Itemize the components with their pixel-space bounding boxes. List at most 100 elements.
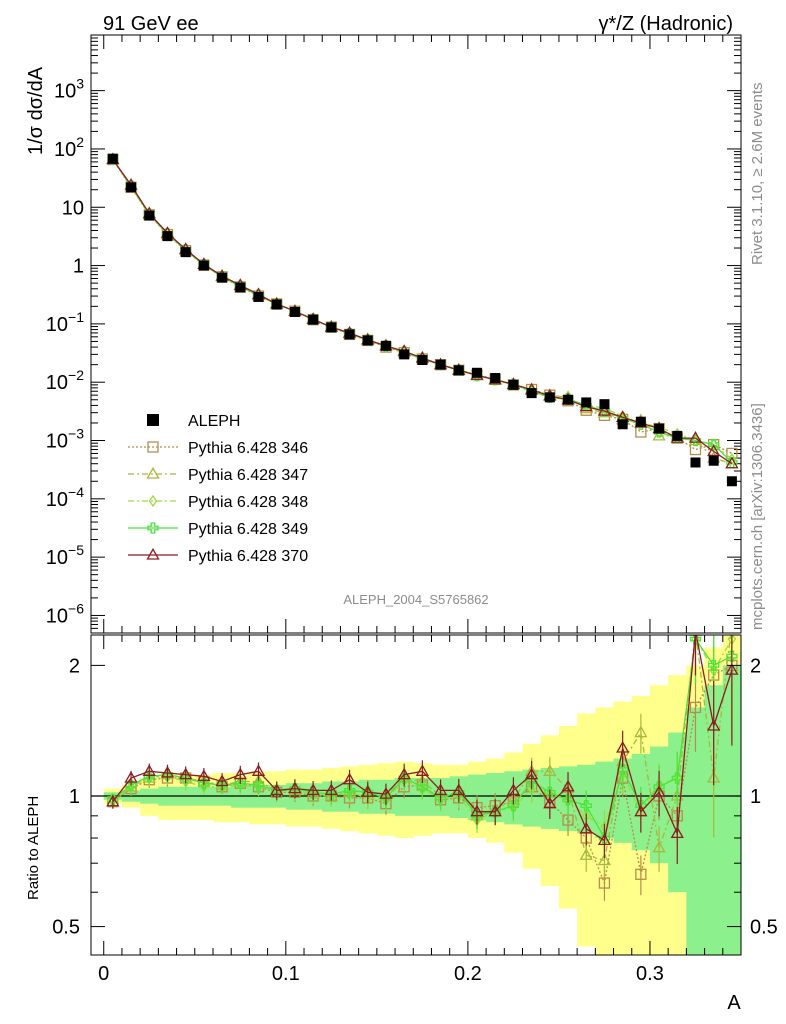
ratio-point: [635, 868, 647, 880]
legend-item: Pythia 6.428 348: [128, 494, 308, 511]
ratio-point: [707, 718, 721, 731]
ratio-point: [233, 767, 247, 780]
ratio-point: [617, 764, 629, 776]
ratio-line: [112, 637, 733, 840]
ratio-point: [597, 853, 612, 866]
ratio-point: [634, 804, 648, 817]
ratio-point: [689, 701, 702, 714]
data-point: [672, 430, 683, 441]
y-tick-label: 1: [73, 256, 84, 278]
main-frame: [90, 34, 742, 634]
data-point: [708, 455, 719, 466]
ratio-point: [561, 779, 575, 792]
y-tick-label: 10−5: [46, 542, 84, 569]
data-point: [289, 306, 300, 317]
ratio-point: [106, 794, 120, 807]
data-point: [597, 403, 612, 416]
y-tick-label: 102: [54, 134, 84, 161]
ratio-point: [216, 779, 228, 791]
ratio-series-4: [106, 635, 739, 864]
ratio-plot-area: [91, 635, 741, 901]
main-plot-panel: 1/σ dσ/dA 10−6 10−5 10−4 10−3 10−2 10−1 1 10 102…: [25, 34, 742, 634]
ratio-point: [543, 796, 557, 809]
x-tick-label: 0.3: [636, 963, 664, 985]
data-point: [690, 457, 701, 468]
data-point: [107, 153, 118, 164]
ratio-point: [306, 783, 320, 796]
data-point: [235, 282, 246, 293]
data-point: [198, 260, 209, 271]
legend-marker: [146, 466, 160, 479]
analysis-id-label: ALEPH_2004_S5765862: [343, 592, 488, 607]
ratio-point: [197, 769, 211, 781]
data-point: [707, 444, 721, 457]
data-point: [180, 247, 191, 258]
main-y-ticks: 10−6 10−5 10−4 10−3 10−2 10−1 1 10 102 103: [46, 34, 741, 634]
ratio-line: [112, 637, 733, 828]
ratio-point: [288, 781, 302, 794]
y-tick-label: 10−1: [46, 309, 84, 336]
x-tick-label: 0.1: [272, 963, 300, 985]
legend-label: Pythia 6.428 370: [188, 548, 308, 565]
ratio-point: [671, 772, 683, 784]
legend-item: ALEPH: [147, 413, 240, 430]
ratio-point: [506, 783, 521, 796]
header-left-title: 91 GeV ee: [103, 13, 199, 35]
legend-label: Pythia 6.428 349: [188, 521, 308, 538]
ratio-y-tick-label: 0.5: [52, 917, 80, 939]
data-point: [617, 419, 628, 430]
ratio-point: [726, 650, 738, 662]
data-point: [563, 394, 574, 405]
y-tick-label: 10−6: [46, 600, 84, 627]
legend-marker: [146, 547, 160, 560]
ratio-y-tick-label: 1: [69, 786, 80, 808]
data-point: [217, 272, 228, 283]
data-point: [652, 428, 666, 441]
ratio-point: [234, 777, 246, 789]
legend-item: Pythia 6.428 349: [128, 521, 308, 538]
ratio-point: [597, 833, 612, 846]
data-point: [253, 291, 264, 302]
ratio-point: [397, 767, 411, 780]
ratio-point: [562, 794, 574, 806]
x-tick-label: 0: [98, 963, 109, 985]
uncertainty-band-inner: [686, 707, 706, 955]
data-point: [435, 359, 446, 370]
uncertainty-band-inner: [722, 665, 741, 955]
data-point: [688, 431, 703, 443]
ratio-point: [670, 826, 684, 839]
ratio-point: [124, 770, 138, 783]
ratio-point: [179, 767, 193, 780]
series-line: [112, 159, 733, 454]
rivet-version-label: Rivet 3.1.10, ≥ 2.6M events: [749, 83, 766, 266]
ratio-point: [361, 785, 375, 797]
x-tick-label: 0.2: [454, 963, 482, 985]
data-point: [581, 397, 592, 408]
data-point: [380, 340, 391, 351]
data-point: [399, 349, 410, 360]
legend-item: Pythia 6.428 347: [128, 466, 308, 484]
ratio-point: [452, 783, 466, 796]
ratio-point: [215, 774, 229, 787]
ratio-point: [342, 772, 357, 785]
data-point: [544, 392, 555, 403]
ratio-point: [652, 785, 666, 797]
ratio-point: [180, 772, 192, 784]
ratio-point: [544, 786, 556, 798]
ratio-point: [579, 821, 593, 834]
ratio-point: [470, 804, 484, 817]
legend-item: Pythia 6.428 370: [128, 547, 308, 565]
data-point: [362, 335, 373, 346]
ratio-point: [543, 764, 557, 776]
y-tick-label: 103: [54, 76, 84, 103]
legend-item: Pythia 6.428 346: [128, 440, 308, 457]
data-point: [344, 329, 355, 340]
ratio-point: [525, 767, 539, 780]
ratio-point: [652, 840, 666, 853]
ratio-point: [434, 792, 447, 804]
ratio-point: [142, 764, 156, 776]
ratio-point: [616, 740, 630, 753]
data-point: [308, 314, 319, 325]
ratio-point: [125, 779, 137, 791]
